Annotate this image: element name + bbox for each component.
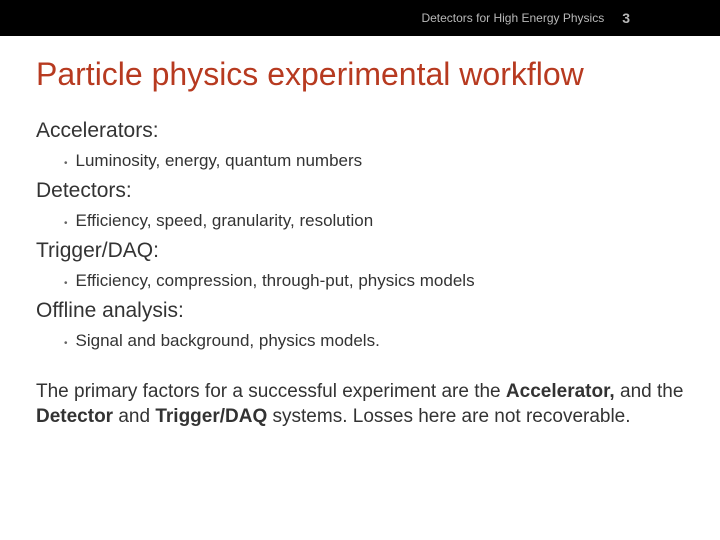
summary-text: systems. Losses here are not recoverable…	[267, 406, 630, 427]
summary-bold: Detector	[36, 406, 113, 427]
bullet-text: Luminosity, energy, quantum numbers	[76, 151, 363, 171]
summary-text: and the	[615, 381, 684, 402]
header-title: Detectors for High Energy Physics	[421, 11, 604, 25]
summary-paragraph: The primary factors for a successful exp…	[36, 379, 684, 429]
summary-bold: Accelerator,	[506, 381, 615, 402]
slide-header: Detectors for High Energy Physics 3	[0, 0, 720, 36]
main-title: Particle physics experimental workflow	[36, 56, 684, 93]
slide-content: Particle physics experimental workflow A…	[0, 36, 720, 429]
bullet-text: Efficiency, compression, through-put, ph…	[76, 271, 475, 291]
bullet-text: Signal and background, physics models.	[76, 331, 380, 351]
bullet-dot-icon: •	[64, 277, 68, 291]
section-heading: Trigger/DAQ:	[36, 239, 684, 263]
bullet-item: • Efficiency, speed, granularity, resolu…	[36, 211, 684, 231]
bullet-item: • Luminosity, energy, quantum numbers	[36, 151, 684, 171]
bullet-dot-icon: •	[64, 157, 68, 171]
summary-text: and	[113, 406, 155, 427]
bullet-dot-icon: •	[64, 217, 68, 231]
header-page-number: 3	[622, 10, 630, 26]
bullet-dot-icon: •	[64, 337, 68, 351]
summary-text: The primary factors for a successful exp…	[36, 381, 506, 402]
section-heading: Offline analysis:	[36, 299, 684, 323]
summary-bold: Trigger/DAQ	[155, 406, 267, 427]
section-heading: Accelerators:	[36, 119, 684, 143]
section-heading: Detectors:	[36, 179, 684, 203]
bullet-item: • Signal and background, physics models.	[36, 331, 684, 351]
bullet-text: Efficiency, speed, granularity, resoluti…	[76, 211, 374, 231]
bullet-item: • Efficiency, compression, through-put, …	[36, 271, 684, 291]
